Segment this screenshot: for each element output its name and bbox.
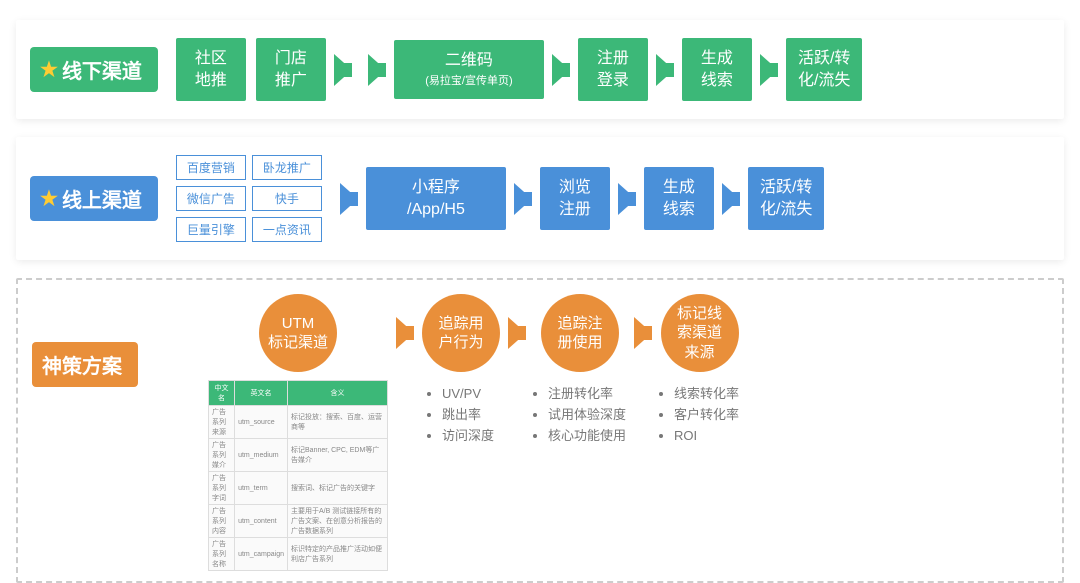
star-icon: ★: [40, 186, 58, 211]
flow-box: 活跃/转化/流失: [748, 167, 824, 230]
arrow-icon: [722, 183, 740, 215]
source-grid: 百度营销卧龙推广微信广告快手巨量引擎一点资讯: [176, 155, 322, 242]
flow-box: 浏览注册: [540, 167, 610, 230]
arrow-icon: [634, 317, 652, 349]
plan-step: 追踪用户行为 UV/PV跳出率访问深度: [422, 294, 500, 446]
metric-list: 注册转化率试用体验深度核心功能使用: [534, 384, 626, 446]
metric-item: 线索转化率: [674, 384, 739, 405]
online-row: 百度营销卧龙推广微信广告快手巨量引擎一点资讯 小程序/App/H5 浏览注册生成线…: [176, 155, 1050, 242]
offline-label: ★ 线下渠道: [30, 47, 158, 92]
arrow-icon: [656, 54, 674, 86]
source-box: 巨量引擎: [176, 217, 246, 242]
source-box: 快手: [252, 186, 322, 211]
plan-step: 追踪注册使用注册转化率试用体验深度核心功能使用: [534, 294, 626, 446]
arrow-icon: [618, 183, 636, 215]
source-box: 百度营销: [176, 155, 246, 180]
plan-step: 标记线索渠道来源线索转化率客户转化率ROI: [660, 294, 739, 446]
plan-circle: 追踪用户行为: [422, 294, 500, 372]
source-box: 微信广告: [176, 186, 246, 211]
metric-list: 线索转化率客户转化率ROI: [660, 384, 739, 446]
arrow-icon: [340, 183, 358, 215]
metric-item: 试用体验深度: [548, 405, 626, 426]
flow-box: 二维码(易拉宝/宣传单页): [394, 40, 544, 98]
arrow-icon: [508, 317, 526, 349]
metric-item: 跳出率: [442, 405, 494, 426]
metric-item: 核心功能使用: [548, 426, 626, 447]
plan-circle: UTM标记渠道: [259, 294, 337, 372]
metric-list: UV/PV跳出率访问深度: [428, 384, 494, 446]
offline-steps: 社区地推门店推广 二维码(易拉宝/宣传单页) 注册登录生成线索活跃/转化/流失: [176, 38, 1050, 101]
flow-box: 活跃/转化/流失: [786, 38, 862, 101]
flow-box: 社区地推: [176, 38, 246, 101]
source-box: 一点资讯: [252, 217, 322, 242]
metric-item: ROI: [674, 426, 739, 447]
metric-item: 注册转化率: [548, 384, 626, 405]
arrow-icon: [334, 54, 352, 86]
online-label-text: 线上渠道: [62, 184, 142, 213]
plan-label: 神策方案: [32, 342, 138, 387]
star-icon: ★: [40, 57, 58, 82]
flow-box: 注册登录: [578, 38, 648, 101]
metric-item: 访问深度: [442, 426, 494, 447]
plan-label-text: 神策方案: [42, 350, 122, 379]
online-channel-panel: ★ 线上渠道 百度营销卧龙推广微信广告快手巨量引擎一点资讯 小程序/App/H5…: [16, 137, 1064, 260]
arrow-icon: [368, 54, 386, 86]
flow-box: 小程序/App/H5: [366, 167, 506, 230]
plan-circle: 标记线索渠道来源: [661, 294, 739, 372]
online-steps: 小程序/App/H5 浏览注册生成线索活跃/转化/流失: [332, 167, 1050, 230]
online-label: ★ 线上渠道: [30, 176, 158, 221]
flow-box: 生成线索: [644, 167, 714, 230]
flow-box: 门店推广: [256, 38, 326, 101]
offline-label-text: 线下渠道: [62, 55, 142, 84]
arrow-icon: [396, 317, 414, 349]
plan-circle: 追踪注册使用: [541, 294, 619, 372]
arrow-icon: [552, 54, 570, 86]
flow-box: 生成线索: [682, 38, 752, 101]
offline-channel-panel: ★ 线下渠道 社区地推门店推广 二维码(易拉宝/宣传单页) 注册登录生成线索活跃/转…: [16, 20, 1064, 119]
source-box: 卧龙推广: [252, 155, 322, 180]
metric-item: 客户转化率: [674, 405, 739, 426]
utm-table: 中文名英文名含义广告系列来源utm_source标记投放：搜索、百度、运营商等广…: [208, 380, 388, 571]
arrow-icon: [514, 183, 532, 215]
metric-item: UV/PV: [442, 384, 494, 405]
plan-panel: 神策方案 UTM标记渠道中文名英文名含义广告系列来源utm_source标记投放…: [16, 278, 1064, 583]
arrow-icon: [760, 54, 778, 86]
